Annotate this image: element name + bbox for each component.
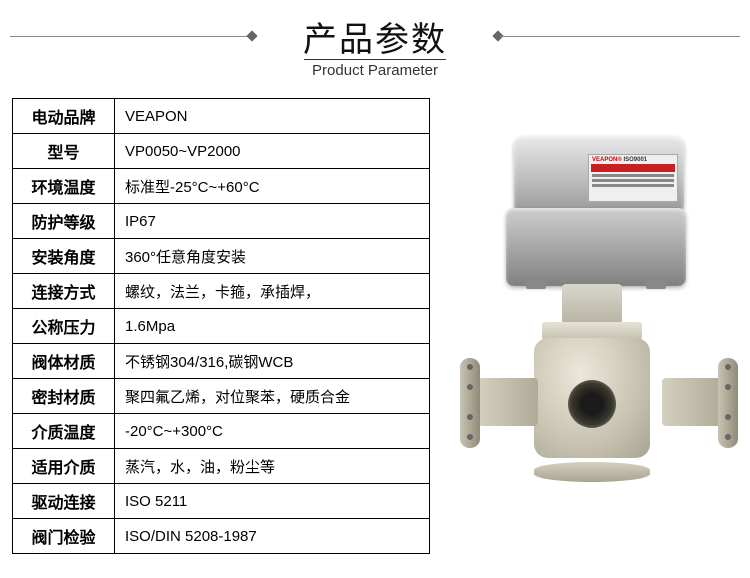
actuator-cover: VEAPON® ISO9001 <box>514 136 684 211</box>
table-row: 驱动连接ISO 5211 <box>13 484 430 519</box>
spec-label: 电动品牌 <box>13 99 115 134</box>
product-image-area: VEAPON® ISO9001 <box>430 98 738 554</box>
divider-right <box>500 36 740 37</box>
spec-label: 型号 <box>13 134 115 169</box>
table-row: 连接方式螺纹，法兰，卡箍，承插焊， <box>13 274 430 309</box>
table-row: 电动品牌VEAPON <box>13 99 430 134</box>
divider-left <box>10 36 250 37</box>
spec-table: 电动品牌VEAPON型号VP0050~VP2000环境温度标准型-25°C~+6… <box>12 98 430 554</box>
flange-left <box>460 358 480 448</box>
port-left <box>478 378 538 426</box>
nameplate: VEAPON® ISO9001 <box>588 154 678 202</box>
spec-label: 密封材质 <box>13 379 115 414</box>
spec-label: 介质温度 <box>13 414 115 449</box>
table-row: 阀体材质不锈钢304/316,碳钢WCB <box>13 344 430 379</box>
valve-illustration: VEAPON® ISO9001 <box>444 126 724 526</box>
valve-neck <box>562 284 622 324</box>
nameplate-cert: ISO9001 <box>623 157 647 163</box>
spec-label: 阀门检验 <box>13 519 115 554</box>
header: 产品参数 Product Parameter <box>0 0 750 80</box>
table-row: 公称压力1.6Mpa <box>13 309 430 344</box>
spec-label: 防护等级 <box>13 204 115 239</box>
flange-bottom <box>534 462 650 482</box>
spec-label: 适用介质 <box>13 449 115 484</box>
table-row: 介质温度-20°C~+300°C <box>13 414 430 449</box>
table-row: 防护等级IP67 <box>13 204 430 239</box>
spec-value: 蒸汽，水，油，粉尘等 <box>115 449 430 484</box>
spec-label: 环境温度 <box>13 169 115 204</box>
title-english: Product Parameter <box>304 59 446 79</box>
table-row: 环境温度标准型-25°C~+60°C <box>13 169 430 204</box>
spec-label: 公称压力 <box>13 309 115 344</box>
actuator-body <box>506 208 686 286</box>
spec-value: -20°C~+300°C <box>115 414 430 449</box>
spec-label: 驱动连接 <box>13 484 115 519</box>
spec-value: VEAPON <box>115 99 430 134</box>
table-row: 密封材质聚四氟乙烯，对位聚苯，硬质合金 <box>13 379 430 414</box>
content-area: 电动品牌VEAPON型号VP0050~VP2000环境温度标准型-25°C~+6… <box>0 98 750 554</box>
spec-value: 聚四氟乙烯，对位聚苯，硬质合金 <box>115 379 430 414</box>
flange-right <box>718 358 738 448</box>
spec-value: 360°任意角度安装 <box>115 239 430 274</box>
spec-value: ISO/DIN 5208-1987 <box>115 519 430 554</box>
spec-value: VP0050~VP2000 <box>115 134 430 169</box>
table-row: 安装角度360°任意角度安装 <box>13 239 430 274</box>
table-row: 阀门检验ISO/DIN 5208-1987 <box>13 519 430 554</box>
spec-value: ISO 5211 <box>115 484 430 519</box>
spec-value: 不锈钢304/316,碳钢WCB <box>115 344 430 379</box>
port-right <box>662 378 722 426</box>
table-row: 型号VP0050~VP2000 <box>13 134 430 169</box>
nameplate-brand: VEAPON <box>592 157 617 163</box>
spec-value: 1.6Mpa <box>115 309 430 344</box>
spec-value: IP67 <box>115 204 430 239</box>
spec-label: 阀体材质 <box>13 344 115 379</box>
spec-value: 标准型-25°C~+60°C <box>115 169 430 204</box>
table-row: 适用介质蒸汽，水，油，粉尘等 <box>13 449 430 484</box>
spec-label: 连接方式 <box>13 274 115 309</box>
spec-label: 安装角度 <box>13 239 115 274</box>
center-bore <box>568 380 616 428</box>
spec-value: 螺纹，法兰，卡箍，承插焊， <box>115 274 430 309</box>
